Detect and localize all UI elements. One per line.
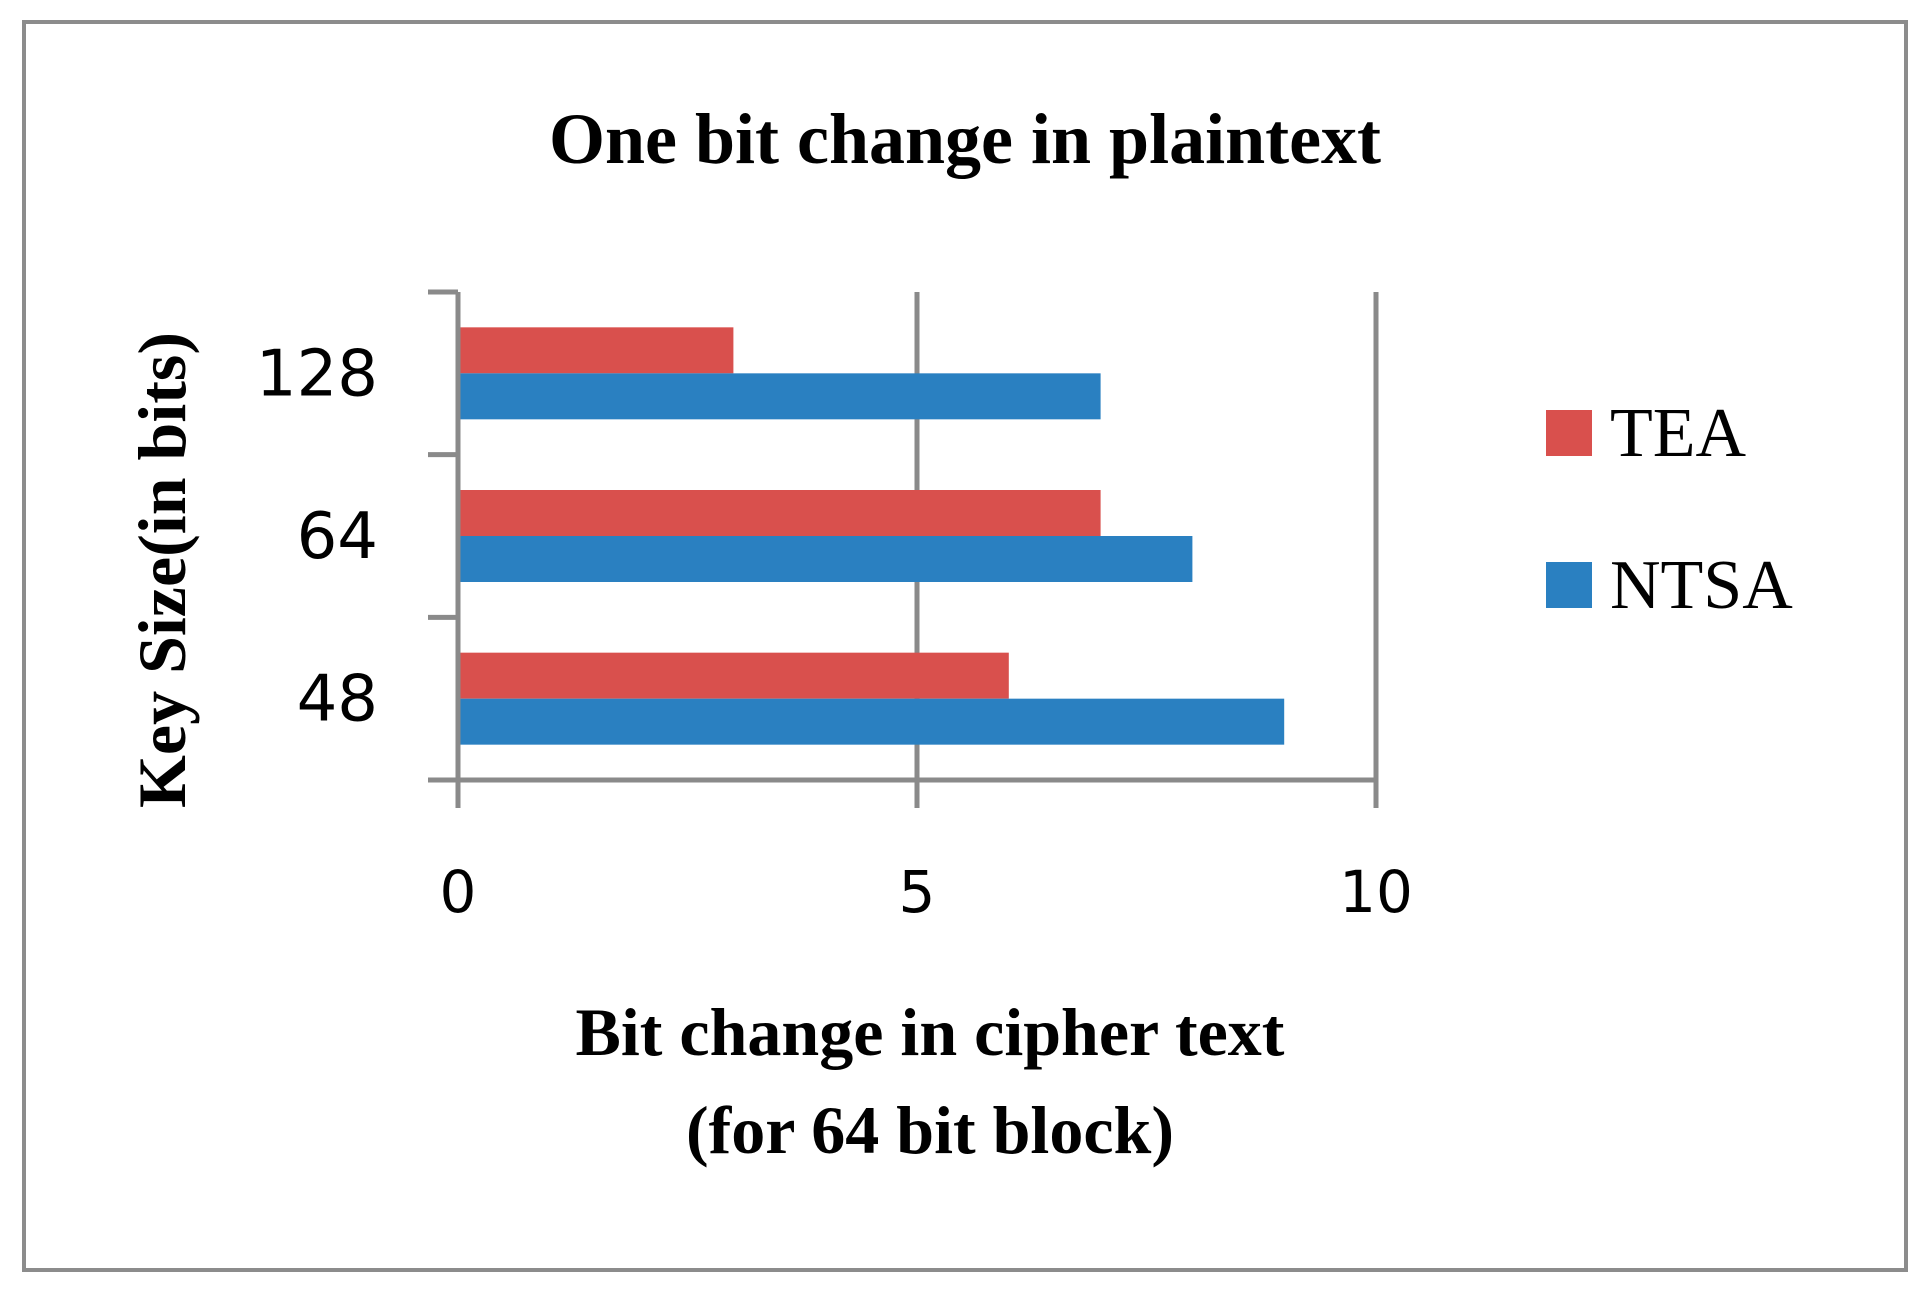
bar-ntsa-64 <box>458 536 1193 582</box>
x-axis-label-line-2: (for 64 bit block) <box>686 1092 1174 1168</box>
y-tick-label-48: 48 <box>297 663 378 737</box>
x-tick-label-5: 5 <box>899 858 936 926</box>
legend-label-ntsa: NTSA <box>1610 547 1793 624</box>
bar-tea-64 <box>458 490 1101 536</box>
chart-frame <box>22 20 1908 1272</box>
y-tick-label-128: 128 <box>256 337 378 411</box>
legend-swatch-ntsa <box>1546 562 1592 608</box>
y-axis-label: Key Size(in bits) <box>124 332 200 808</box>
chart-title: One bit change in plaintext <box>549 99 1381 179</box>
y-tick-label-64: 64 <box>297 500 378 574</box>
bar-ntsa-128 <box>458 373 1101 420</box>
bars <box>458 327 1285 745</box>
x-tick-label-10: 10 <box>1339 858 1413 926</box>
tick-labels: 0 5 10 128 64 48 <box>256 337 1413 926</box>
legend-swatch-tea <box>1546 410 1592 456</box>
axes <box>428 289 1379 808</box>
bar-tea-48 <box>458 652 1009 699</box>
legend: TEA NTSA <box>1546 395 1793 624</box>
bar-ntsa-48 <box>458 698 1285 745</box>
bar-tea-128 <box>458 327 734 374</box>
legend-label-tea: TEA <box>1610 395 1747 472</box>
x-axis-label-line-1: Bit change in cipher text <box>576 994 1285 1070</box>
x-tick-label-0: 0 <box>440 858 477 926</box>
